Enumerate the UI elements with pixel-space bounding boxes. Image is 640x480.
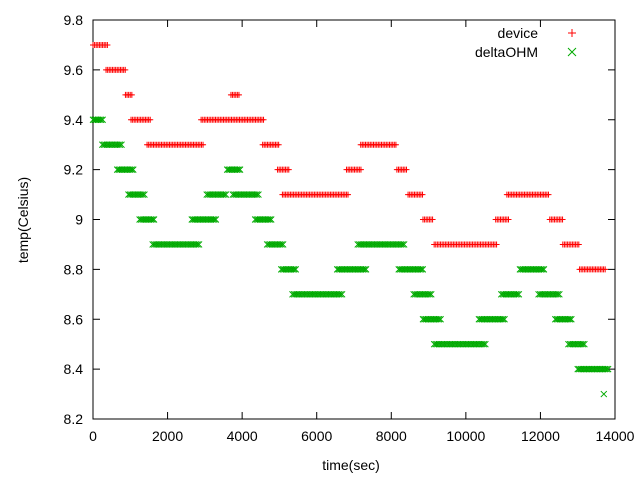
data-run-deltaohm (354, 241, 408, 248)
axis-ticks (92, 19, 616, 420)
data-run-deltaohm (395, 266, 427, 273)
data-run-deltaohm (125, 191, 148, 198)
y-tick-label: 9.6 (64, 62, 84, 78)
x-tick-label: 8000 (376, 428, 407, 444)
plot-frame (92, 19, 616, 420)
y-axis-label: temp(Celsius) (15, 177, 31, 263)
data-run-device (90, 41, 111, 48)
series-device (90, 41, 609, 273)
data-run-device (103, 66, 129, 73)
data-run-device (559, 241, 582, 248)
x-tick-label: 0 (89, 428, 97, 444)
x-tick-label: 14000 (596, 428, 635, 444)
data-run-deltaohm (149, 241, 203, 248)
data-run-device (405, 191, 426, 198)
data-run-deltaohm (535, 290, 563, 298)
data-run-device (122, 91, 135, 98)
data-run-deltaohm (289, 290, 346, 298)
x-tick-label: 4000 (227, 428, 258, 444)
data-run-deltaohm (419, 315, 444, 323)
data-run-device (419, 216, 436, 223)
data-run-deltaohm (89, 116, 106, 124)
data-run-deltaohm (203, 191, 230, 198)
data-run-device (198, 116, 267, 123)
data-run-deltaohm (516, 266, 548, 273)
data-run-device (576, 266, 609, 273)
y-tick-label: 9.8 (64, 12, 84, 28)
data-run-device (393, 166, 410, 173)
data-run-device (144, 141, 207, 148)
data-run-deltaohm (277, 266, 300, 273)
x-tick-label: 10000 (446, 428, 485, 444)
data-run-deltaohm (574, 365, 612, 373)
data-run-device (128, 116, 154, 123)
data-run-device (227, 91, 242, 98)
data-point-deltaohm (600, 390, 608, 398)
data-run-device (357, 141, 399, 148)
data-run-device (274, 166, 292, 173)
y-tick-label: 9.2 (64, 162, 84, 178)
y-tick-label: 9.4 (64, 112, 84, 128)
data-run-deltaohm (475, 315, 508, 323)
data-run-device (503, 191, 552, 198)
y-tick-label: 8.6 (64, 311, 84, 327)
legend-label-deltaohm: deltaOHM (475, 44, 538, 60)
data-run-device (279, 191, 352, 198)
x-tick-label: 6000 (301, 428, 332, 444)
legend-marker-deltaohm (567, 47, 577, 57)
legend-label-device: device (498, 25, 539, 41)
data-run-deltaohm (136, 216, 158, 223)
data-run-device (492, 216, 512, 223)
data-run-device (546, 216, 566, 223)
data-run-deltaohm (263, 241, 287, 248)
data-run-deltaohm (113, 166, 137, 173)
data-run-deltaohm (565, 340, 588, 348)
data-run-device (343, 166, 364, 173)
data-run-deltaohm (98, 141, 125, 149)
data-run-deltaohm (333, 266, 370, 273)
data-run-deltaohm (430, 340, 489, 348)
data-run-deltaohm (497, 290, 523, 298)
data-run-deltaohm (551, 315, 575, 323)
y-tick-label: 8.8 (64, 261, 84, 277)
data-run-deltaohm (410, 290, 435, 298)
x-axis-label: time(sec) (322, 457, 380, 473)
legend-marker-device (568, 29, 576, 37)
x-tick-labels: 0 2000 4000 6000 8000 10000 12000 14000 (89, 428, 635, 444)
legend: device deltaOHM (475, 25, 577, 60)
data-run-deltaohm (229, 191, 262, 198)
data-run-deltaohm (223, 166, 244, 173)
y-tick-label: 8.2 (64, 411, 84, 427)
x-tick-label: 2000 (152, 428, 183, 444)
data-run-deltaohm (251, 216, 275, 223)
series-layer (89, 41, 612, 398)
data-run-device (431, 241, 500, 248)
series-deltaohm (89, 116, 612, 398)
data-run-device (259, 141, 282, 148)
y-tick-labels: 8.2 8.4 8.6 8.8 9 9.2 9.4 9.6 9.8 (64, 12, 84, 427)
x-tick-label: 12000 (521, 428, 560, 444)
y-tick-label: 8.4 (64, 361, 84, 377)
data-run-deltaohm (188, 216, 220, 223)
y-tick-label: 9 (75, 212, 83, 228)
